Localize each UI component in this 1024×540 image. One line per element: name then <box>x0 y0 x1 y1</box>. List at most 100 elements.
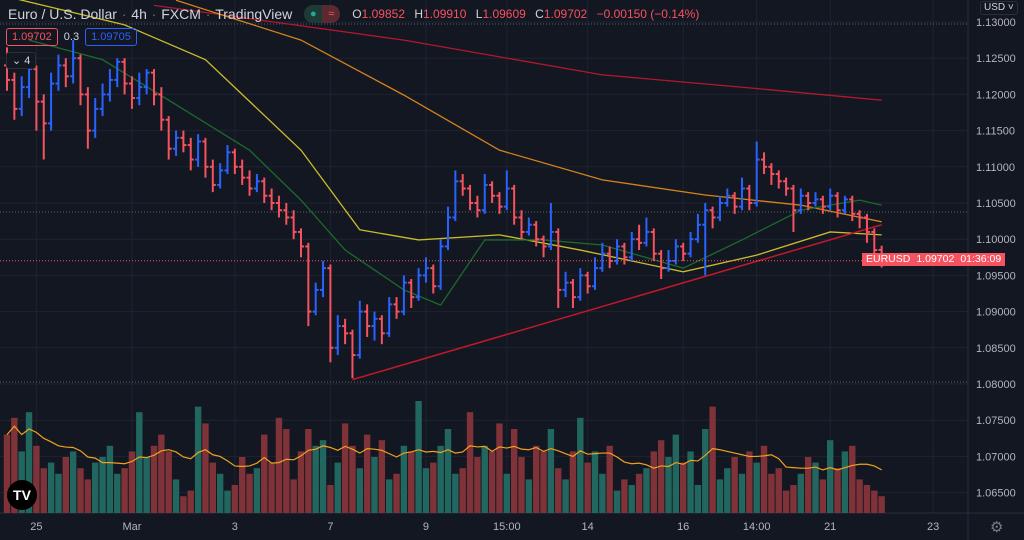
volume-bar <box>856 479 863 513</box>
volume-bar <box>106 445 114 513</box>
volume-bar <box>430 462 437 513</box>
volume-bar <box>25 412 33 513</box>
ohlc-bar <box>812 192 819 207</box>
tradingview-logo[interactable]: TV <box>7 480 37 510</box>
ohlc-bar <box>268 188 275 211</box>
volume-bar <box>496 423 503 513</box>
volume-bar <box>444 429 452 513</box>
sell-button[interactable]: 1.09702 <box>6 28 58 46</box>
volume-bar <box>55 473 62 513</box>
trendline <box>352 224 882 381</box>
volume-bar <box>819 479 827 513</box>
ohlc-bar <box>180 130 187 153</box>
ohlc-bar <box>643 217 650 247</box>
volume-bar <box>319 440 327 513</box>
x-tick-label: 7 <box>327 521 333 533</box>
volume-bar <box>533 445 540 513</box>
volume-bar <box>643 468 650 513</box>
volume-bar <box>393 473 400 513</box>
buy-button[interactable]: 1.09705 <box>85 28 137 46</box>
close-value: 1.09702 <box>543 7 588 21</box>
ohlc-bar <box>841 195 848 214</box>
ohlc-bar <box>356 300 363 359</box>
ohlc-bar <box>481 174 488 214</box>
high-value: 1.09910 <box>423 7 467 21</box>
settings-gear-icon[interactable]: ⚙ <box>990 519 1004 536</box>
volume-bar <box>150 445 158 513</box>
volume-bar <box>422 468 430 513</box>
ohlc-bar <box>518 210 525 240</box>
volume-bar <box>136 412 143 513</box>
ohlc-bar <box>92 98 99 138</box>
volume-bar <box>312 445 319 513</box>
currency-label: USD <box>984 2 1006 13</box>
ohlc-bar <box>224 145 231 175</box>
volume-bar <box>239 457 246 513</box>
interval-label[interactable]: 4h <box>131 6 147 22</box>
volume-bar <box>827 440 834 513</box>
indicators-count: 4 <box>24 55 31 67</box>
y-tick-label: 1.08000 <box>976 379 1016 391</box>
volume-bar <box>290 479 297 513</box>
ohlc-bar <box>863 213 870 243</box>
volume-bar <box>702 429 709 513</box>
last-price-value: 1.09702 <box>916 253 955 265</box>
volume-bar <box>216 473 224 513</box>
volume-bar <box>231 485 239 513</box>
volume-bar <box>584 462 591 513</box>
ohlc-bar <box>327 264 334 363</box>
volume-bar <box>488 451 496 513</box>
ohlc-bar <box>753 141 760 207</box>
ohlc-bar <box>511 184 518 225</box>
last-price-label: EURUSD 1.09702 01:36:09 <box>862 253 1006 266</box>
open-value: 1.09852 <box>361 7 405 21</box>
spread-value: 0.3 <box>63 31 80 43</box>
volume-bar <box>84 479 92 513</box>
ohlc-bar <box>136 72 143 106</box>
ohlc-bar <box>55 54 62 91</box>
volume-bar <box>77 468 84 513</box>
x-tick-label: 15:00 <box>493 521 521 533</box>
volume-bar <box>694 485 702 513</box>
volume-bar <box>3 434 11 513</box>
ohlc-bar <box>371 311 378 341</box>
source-label: FXCM <box>161 6 201 22</box>
volume-bar <box>716 479 724 513</box>
market-open-dot-icon: ● <box>304 5 323 23</box>
volume-bar <box>275 417 283 513</box>
symbol-title[interactable]: Euro / U.S. Dollar <box>8 6 117 22</box>
ohlc-bar <box>114 58 121 88</box>
ohlc-bar <box>827 188 834 211</box>
x-tick-label: 25 <box>30 521 42 533</box>
ohlc-bar <box>415 268 422 301</box>
volume-bar <box>738 473 746 513</box>
volume-bar <box>878 496 885 513</box>
volume-bar <box>408 451 415 513</box>
volume-bar <box>841 451 849 513</box>
indicators-toggle[interactable]: ⌄ 4 <box>6 52 37 69</box>
currency-selector[interactable]: USD ˅ <box>980 1 1018 15</box>
ohlc-bar <box>658 250 665 280</box>
ohlc-bar <box>694 213 701 243</box>
volume-bar <box>687 451 694 513</box>
volume-bar <box>474 457 481 513</box>
x-tick-label: Mar <box>122 521 141 533</box>
ohlc-bar <box>143 69 150 95</box>
ohlc-bar <box>496 192 503 214</box>
y-tick-label: 1.13000 <box>976 17 1016 29</box>
ohlc-bar <box>783 177 790 196</box>
ohlc-bar <box>253 174 260 193</box>
ohlc-bar <box>246 170 253 196</box>
ohlc-bar <box>202 137 209 178</box>
volume-bar <box>665 457 672 513</box>
volume-bar <box>518 457 525 513</box>
volume-bar <box>158 434 165 513</box>
low-label: L <box>475 7 483 21</box>
market-status[interactable]: ● ≈ <box>304 5 341 23</box>
ohlc-bar <box>805 192 812 211</box>
ohlc-bar <box>562 271 569 298</box>
volume-bar <box>202 423 209 513</box>
volume-bar <box>525 479 533 513</box>
ohlc-bar <box>217 163 224 189</box>
